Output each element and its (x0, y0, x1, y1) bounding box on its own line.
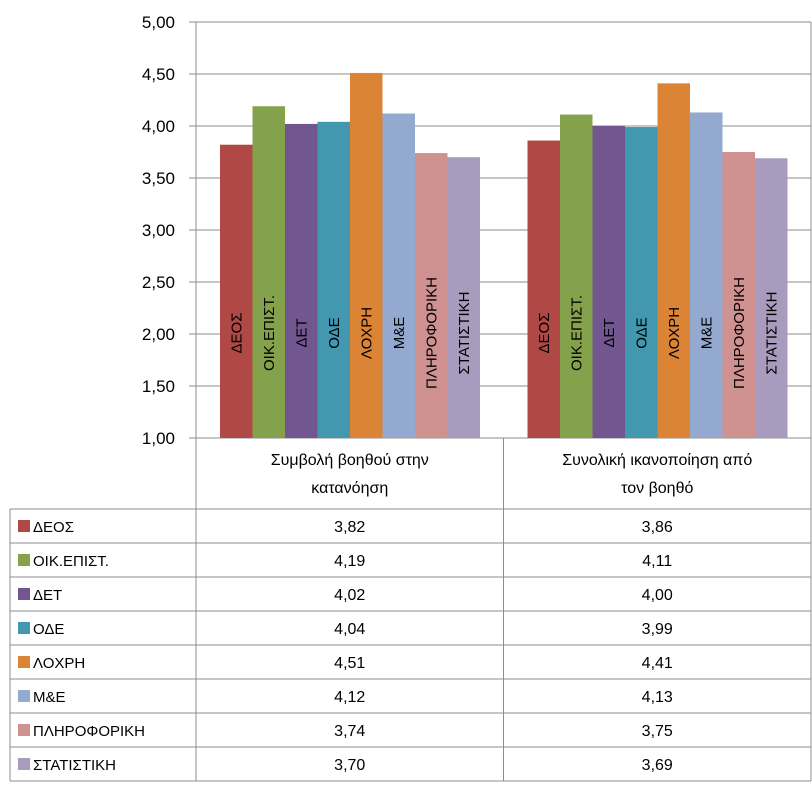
legend-entry: ΔΕΟΣ (33, 519, 74, 536)
legend-swatch (18, 758, 30, 770)
legend-entry: ΛΟΧΡΗ (33, 655, 85, 672)
y-tick-label: 4,00 (142, 117, 175, 136)
bar (382, 113, 415, 439)
y-tick-label: 2,50 (142, 273, 175, 292)
table-cell-value: 4,12 (334, 689, 365, 706)
bar (592, 126, 625, 438)
table-cell-value: 3,86 (642, 519, 673, 536)
table-cell-value: 4,51 (334, 655, 365, 672)
legend-swatch (18, 554, 30, 566)
bar-label: Μ&Ε (391, 317, 408, 350)
bar (252, 106, 285, 439)
bar (625, 127, 658, 438)
y-tick-label: 2,00 (142, 325, 175, 344)
legend-swatch (18, 520, 30, 532)
legend-swatch (18, 724, 30, 736)
bar-label: ΛΟΧΡΗ (358, 307, 375, 359)
bar-label: Μ&Ε (698, 317, 715, 350)
legend-entry: ΟΙΚ.ΕΠΙΣΤ. (33, 553, 109, 570)
table-cell-value: 4,41 (642, 655, 673, 672)
bar-label: ΟΔΕ (326, 317, 343, 348)
legend-swatch (18, 690, 30, 702)
bar-label: ΣΤΑΤΙΣΤΙΚΗ (763, 292, 780, 375)
bar-label: ΟΔΕ (633, 317, 650, 348)
y-tick-label: 4,50 (142, 65, 175, 84)
bar-label: ΣΤΑΤΙΣΤΙΚΗ (456, 292, 473, 375)
category-label: τον βοηθό (621, 480, 693, 497)
bar-label: ΟΙΚ.ΕΠΙΣΤ. (568, 295, 585, 371)
y-tick-label: 3,00 (142, 221, 175, 240)
bar-label: ΠΛΗΡΟΦΟΡΙΚΗ (731, 277, 748, 389)
bar (527, 140, 560, 438)
legend-swatch (18, 588, 30, 600)
bar (755, 158, 788, 439)
y-tick-label: 3,50 (142, 169, 175, 188)
legend-entry: ΔΕΤ (33, 587, 62, 604)
table-cell-value: 3,70 (334, 757, 365, 774)
y-tick-label: 5,00 (142, 13, 175, 32)
bar-label: ΔΕΤ (293, 318, 310, 347)
table-cell-value: 3,82 (334, 519, 365, 536)
category-label: Συμβολή βοηθού στην (271, 452, 429, 469)
bar-label: ΔΕΤ (601, 318, 618, 347)
bar (447, 157, 480, 438)
bar (350, 72, 383, 439)
legend-entry: ΟΔΕ (33, 621, 64, 638)
bar (285, 123, 318, 439)
table-cell-value: 4,04 (334, 621, 365, 638)
bars: ΔΕΟΣ ΟΙΚ.ΕΠΙΣΤ. ΔΕΤ ΟΔΕ ΛΟΧΡΗ Μ&Ε ΠΛΗΡΟΦΟΡΙΚΗ Σ… (220, 72, 788, 439)
bar (657, 83, 690, 439)
bar (220, 144, 253, 438)
category-label: Συνολική ικανοποίηση από (562, 452, 752, 469)
bar-label: ΔΕΟΣ (228, 313, 245, 354)
category-label: κατανόηση (311, 480, 388, 497)
bar (317, 121, 350, 438)
table-cell-value: 3,69 (642, 757, 673, 774)
table-cell-value: 4,00 (642, 587, 673, 604)
table-cell-value: 3,99 (642, 621, 673, 638)
bar-label: ΟΙΚ.ΕΠΙΣΤ. (261, 295, 278, 371)
bar-label: ΠΛΗΡΟΦΟΡΙΚΗ (423, 277, 440, 389)
bar-label: ΔΕΟΣ (536, 313, 553, 354)
table-cell-value: 4,13 (642, 689, 673, 706)
bar (560, 114, 593, 438)
legend-entry: Μ&Ε (33, 689, 66, 706)
table-cell-value: 3,74 (334, 723, 365, 740)
legend-entry: ΣΤΑΤΙΣΤΙΚΗ (33, 757, 116, 774)
y-axis: 1,00 1,50 2,00 2,50 3,00 3,50 4,00 4,50 5,00 (142, 13, 197, 448)
table-cell-value: 4,02 (334, 587, 365, 604)
data-table: Συμβολή βοηθού στην κατανόηση Συνολική ικα… (9, 22, 812, 782)
y-tick-label: 1,50 (142, 377, 175, 396)
legend-swatch (18, 656, 30, 668)
bar (690, 112, 723, 438)
table-cell-value: 4,19 (334, 553, 365, 570)
legend-entry: ΠΛΗΡΟΦΟΡΙΚΗ (33, 723, 145, 740)
bar-label: ΛΟΧΡΗ (666, 307, 683, 359)
table-cell-value: 3,75 (642, 723, 673, 740)
table-cell-value: 4,11 (642, 553, 672, 570)
y-tick-label: 1,00 (142, 429, 175, 448)
legend-swatch (18, 622, 30, 634)
bar (415, 153, 448, 439)
bar (722, 152, 755, 438)
